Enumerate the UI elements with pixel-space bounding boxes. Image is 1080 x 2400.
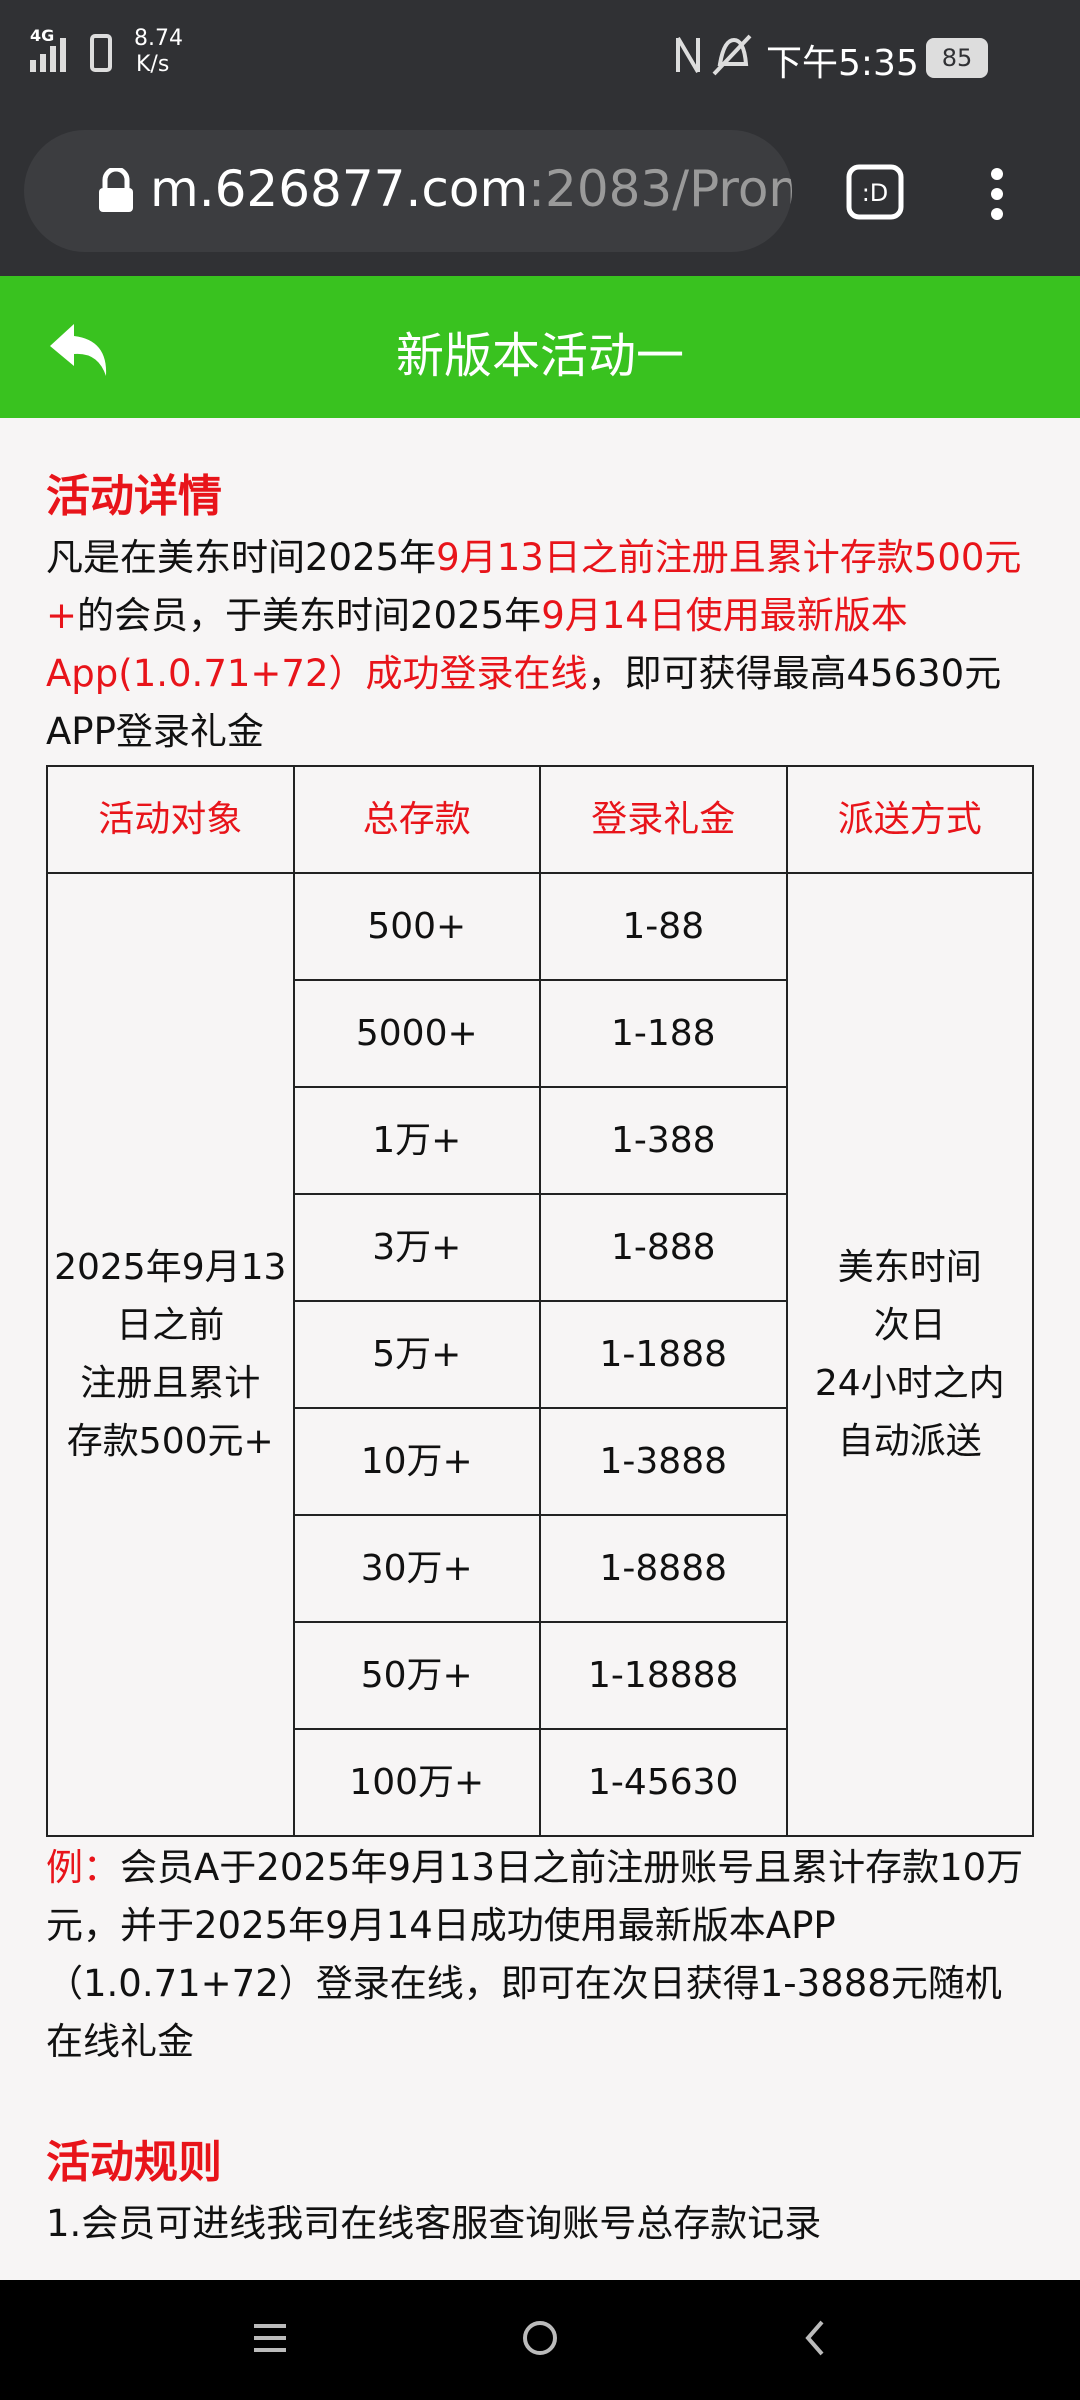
section-title: 活动规则 bbox=[46, 2137, 222, 2188]
recents-button[interactable] bbox=[250, 2318, 290, 2358]
cell-line: 日之前 bbox=[116, 1304, 225, 1346]
deposit-cell: 5000+ bbox=[292, 979, 541, 1088]
rule-item: 1.会员可进线我司在线客服查询账号总存款记录 bbox=[46, 2202, 822, 2245]
net-speed-unit: K/s bbox=[136, 52, 170, 77]
nfc-bell-icons bbox=[676, 34, 752, 76]
lock-icon bbox=[99, 168, 133, 212]
header-cell: 总存款 bbox=[292, 765, 541, 874]
cell-line: 自动派送 bbox=[837, 1420, 982, 1462]
table-row: 5000+ 1-188 bbox=[47, 979, 1033, 1088]
details-text: 的会员，于美东时间2025年 bbox=[77, 594, 542, 637]
home-button[interactable] bbox=[520, 2318, 560, 2358]
header-cell: 派送方式 bbox=[785, 765, 1034, 874]
system-bars: 4G 8.74 K/s 下午5:35 85 m.626877.com:2083/… bbox=[0, 0, 1080, 276]
gift-cell: 1-8888 bbox=[539, 1514, 788, 1623]
deposit-cell: 5万+ bbox=[292, 1300, 541, 1409]
net-speed: 8.74 bbox=[134, 26, 183, 51]
back-button[interactable] bbox=[46, 320, 114, 380]
gift-cell: 1-1888 bbox=[539, 1300, 788, 1409]
deposit-cell: 50万+ bbox=[292, 1621, 541, 1730]
details-text: 凡是在美东时间2025年 bbox=[46, 536, 437, 579]
cell-line: 美东时间 bbox=[837, 1246, 982, 1288]
url-path: :2083/Prom bbox=[528, 160, 792, 218]
deposit-cell: 10万+ bbox=[292, 1407, 541, 1516]
example-label: 例： bbox=[46, 1846, 120, 1889]
target-cell: 2025年9月13 日之前注册且累计存款500元+ bbox=[46, 872, 295, 1837]
page-header: 新版本活动一 bbox=[0, 276, 1080, 418]
gift-cell: 1-45630 bbox=[539, 1728, 788, 1837]
header-cell: 登录礼金 bbox=[539, 765, 788, 874]
battery: 85 bbox=[926, 38, 988, 78]
cell-line: 注册且累计 bbox=[80, 1362, 261, 1404]
content: 活动详情 凡是在美东时间2025年9月13日之前注册且累计存款500元+的会员，… bbox=[46, 465, 1036, 2253]
rules-list: 1.会员可进线我司在线客服查询账号总存款记录 bbox=[46, 2195, 1036, 2253]
table-row: 2025年9月13 日之前注册且累计存款500元+ 500+ 1-88 美东时间次日 24… bbox=[46, 872, 1034, 1837]
cell-line: 24小时之内 bbox=[814, 1362, 1005, 1404]
url-host: m.626877.com bbox=[150, 160, 529, 218]
table-row: 3万+ 1-888 bbox=[47, 1193, 1033, 1302]
table-row: 1万+ 1-388 bbox=[47, 1086, 1033, 1195]
table-row: 5万+ 1-1888 bbox=[47, 1300, 1033, 1409]
navigation-bar bbox=[0, 2280, 1080, 2400]
url-text: m.626877.com:2083/Prom bbox=[150, 160, 792, 218]
table-row: 50万+ 1-18888 bbox=[47, 1621, 1033, 1730]
details-text: 9月14日使用最新版本App(1.0.71+72）成功登录在线 bbox=[46, 594, 908, 695]
example-paragraph: 例：会员A于2025年9月13日之前注册账号且累计存款10万元，并于2025年9… bbox=[46, 1839, 1036, 2071]
clock: 下午5:35 bbox=[766, 43, 919, 84]
details-text: ，即可获得最高45630元APP登录礼金 bbox=[46, 652, 1002, 753]
cell-line: 存款500元+ bbox=[66, 1420, 274, 1462]
details-paragraph: 凡是在美东时间2025年9月13日之前注册且累计存款500元+的会员，于美东时间… bbox=[46, 529, 1036, 761]
gift-cell: 1-88 bbox=[539, 872, 788, 981]
cell-line: 2025年9月13 bbox=[54, 1246, 287, 1288]
gift-cell: 1-18888 bbox=[539, 1621, 788, 1730]
details-text: 9月13日之前注册且累计存款500元+ bbox=[46, 536, 1022, 637]
table-header-row: 活动对象 总存款 登录礼金 派送方式 bbox=[46, 765, 1034, 874]
back-nav-button[interactable] bbox=[796, 2318, 836, 2358]
header-cell: 活动对象 bbox=[46, 765, 295, 874]
tabs-button[interactable]: :D bbox=[846, 164, 906, 220]
gift-cell: 1-388 bbox=[539, 1086, 788, 1195]
deposit-cell: 3万+ bbox=[292, 1193, 541, 1302]
deposit-cell: 30万+ bbox=[292, 1514, 541, 1623]
sim-icon bbox=[90, 34, 112, 72]
menu-button[interactable] bbox=[982, 166, 1012, 222]
deposit-cell: 500+ bbox=[292, 872, 541, 981]
promo-table: 活动对象 总存款 登录礼金 派送方式 2025年9月13 日之前注册且累计存款500元+ 5… bbox=[46, 765, 1034, 1837]
section-title: 活动详情 bbox=[46, 471, 222, 522]
table-row: 100万+ 1-45630 bbox=[47, 1728, 1033, 1837]
table-row: 30万+ 1-8888 bbox=[47, 1514, 1033, 1623]
page-title: 新版本活动一 bbox=[395, 328, 684, 384]
table-row: 10万+ 1-3888 bbox=[47, 1407, 1033, 1516]
example-text: 会员A于2025年9月13日之前注册账号且累计存款10万元，并于2025年9月1… bbox=[46, 1846, 1024, 2063]
gift-cell: 1-3888 bbox=[539, 1407, 788, 1516]
url-bar[interactable]: m.626877.com:2083/Prom bbox=[24, 130, 792, 252]
network-type: 4G bbox=[30, 26, 55, 45]
svg-text::D: :D bbox=[862, 179, 889, 207]
gift-cell: 1-188 bbox=[539, 979, 788, 1088]
deposit-cell: 1万+ bbox=[292, 1086, 541, 1195]
deposit-cell: 100万+ bbox=[292, 1728, 541, 1837]
signal-icon bbox=[30, 38, 66, 72]
delivery-cell: 美东时间次日 24小时之内 自动派送 bbox=[785, 872, 1034, 1837]
cell-line: 次日 bbox=[873, 1304, 946, 1346]
gift-cell: 1-888 bbox=[539, 1193, 788, 1302]
